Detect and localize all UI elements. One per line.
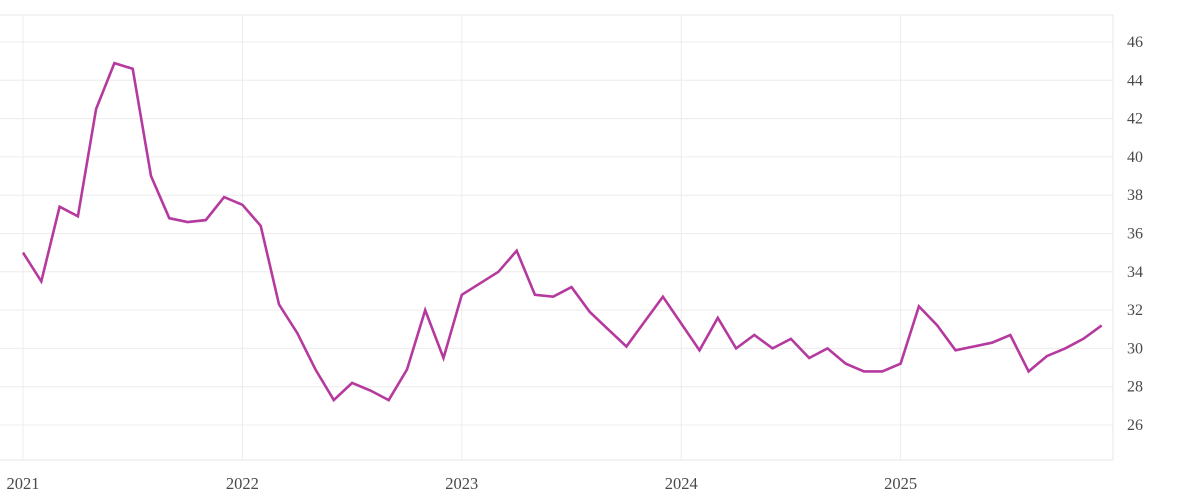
x-tick-label: 2022 (226, 474, 259, 493)
x-tick-label: 2021 (7, 474, 40, 493)
x-tick-label: 2023 (445, 474, 478, 493)
x-tick-label: 2025 (884, 474, 917, 493)
y-tick-label: 32 (1127, 302, 1143, 319)
y-tick-label: 28 (1127, 379, 1143, 396)
y-tick-label: 44 (1127, 72, 1143, 89)
x-tick-label: 2024 (665, 474, 698, 493)
y-tick-label: 34 (1127, 264, 1143, 281)
y-tick-label: 38 (1127, 187, 1143, 204)
y-tick-label: 36 (1127, 226, 1143, 243)
data-line (21, 61, 1103, 403)
y-tick-label: 26 (1127, 417, 1143, 434)
y-tick-label: 46 (1127, 34, 1143, 51)
y-tick-label: 42 (1127, 111, 1143, 128)
y-tick-label: 30 (1127, 340, 1143, 357)
y-tick-label: 40 (1127, 149, 1143, 166)
